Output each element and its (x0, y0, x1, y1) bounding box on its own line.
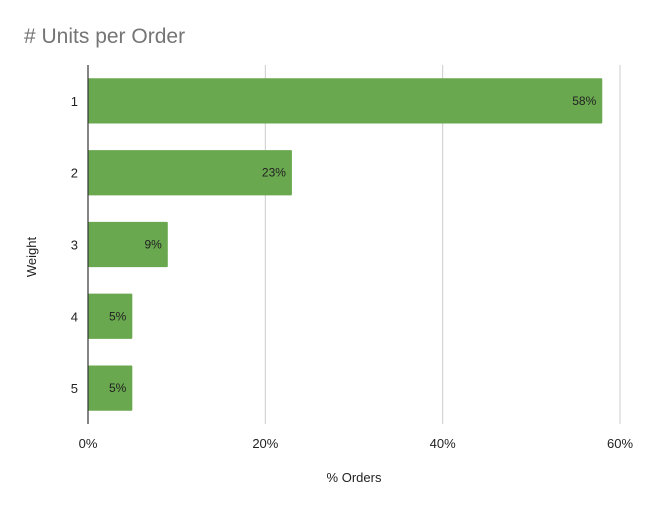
chart-title: # Units per Order (24, 25, 185, 48)
x-tick-label-3: 60% (607, 436, 633, 451)
labels: 0% 20% 40% 60% 1 58% 2 23% 3 9% 4 5% 5 5% (71, 94, 634, 451)
x-tick-label-0: 0% (79, 436, 98, 451)
y-tick-label-1: 1 (71, 94, 78, 109)
x-tick-label-1: 20% (252, 436, 278, 451)
y-tick-label-5: 5 (71, 381, 78, 396)
bar-3 (88, 221, 168, 268)
bar-4 (88, 293, 133, 339)
data-label-4: 5% (109, 309, 127, 323)
bars (88, 78, 603, 411)
bar-5 (88, 365, 133, 411)
y-axis-label: Weight (24, 237, 39, 278)
y-tick-label-2: 2 (71, 166, 78, 181)
data-label-1: 58% (572, 94, 596, 108)
bar-1 (88, 78, 603, 124)
x-tick-label-2: 40% (430, 436, 456, 451)
data-label-2: 23% (262, 166, 286, 180)
bar-2 (88, 150, 292, 196)
x-axis-label: % Orders (327, 470, 382, 485)
y-tick-label-4: 4 (71, 309, 78, 324)
y-tick-label-3: 3 (71, 238, 78, 253)
data-label-5: 5% (109, 381, 127, 395)
gridlines (264, 65, 621, 424)
data-label-3: 9% (144, 238, 162, 252)
